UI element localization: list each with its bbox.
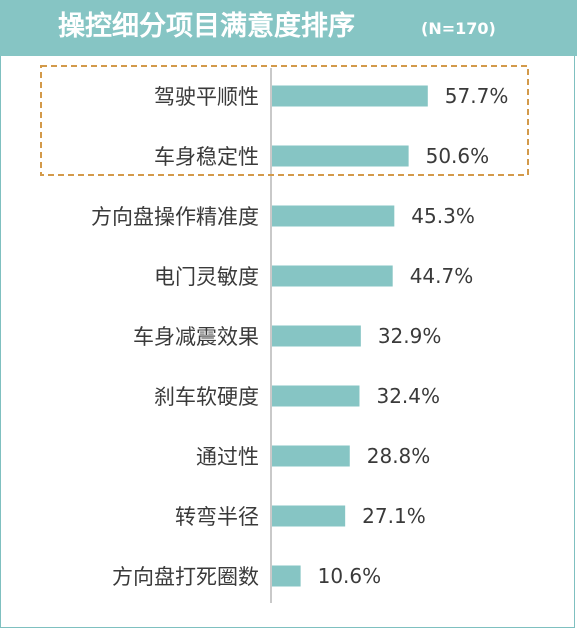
category-label: 通过性 xyxy=(196,445,259,469)
category-label: 刹车软硬度 xyxy=(154,385,259,409)
bar xyxy=(272,145,409,167)
bar xyxy=(272,565,301,587)
value-label: 10.6% xyxy=(318,564,382,588)
bar xyxy=(272,505,346,527)
category-label: 电门灵敏度 xyxy=(154,265,259,289)
category-label: 方向盘打死圈数 xyxy=(112,565,259,589)
category-label: 车身减震效果 xyxy=(133,325,259,349)
sample-size-note: (N=170) xyxy=(421,19,496,38)
category-label: 驾驶平顺性 xyxy=(154,85,259,109)
bar xyxy=(272,325,361,347)
value-label: 45.3% xyxy=(411,204,475,228)
bar xyxy=(272,445,350,467)
highlight-box xyxy=(40,65,529,176)
category-label: 转弯半径 xyxy=(175,505,259,529)
value-label: 57.7% xyxy=(445,84,509,108)
bar xyxy=(272,265,393,287)
value-label: 50.6% xyxy=(426,144,490,168)
bar xyxy=(272,205,395,227)
value-label: 32.9% xyxy=(378,324,442,348)
value-label: 27.1% xyxy=(362,504,426,528)
chart-title: 操控细分项目满意度排序 xyxy=(58,11,355,42)
value-label: 32.4% xyxy=(376,384,440,408)
category-label: 车身稳定性 xyxy=(154,145,259,169)
chart-header: 操控细分项目满意度排序 (N=170) xyxy=(0,0,577,56)
value-label: 28.8% xyxy=(367,444,431,468)
category-label: 方向盘操作精准度 xyxy=(91,205,259,229)
bar xyxy=(272,385,360,407)
bar xyxy=(272,85,428,107)
value-label: 44.7% xyxy=(410,264,474,288)
